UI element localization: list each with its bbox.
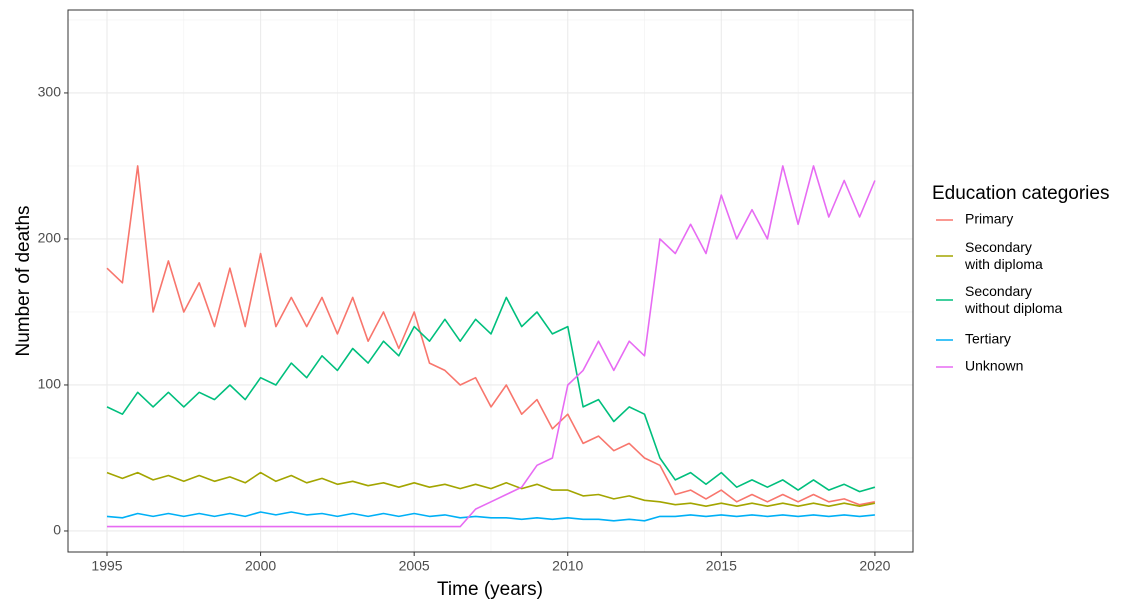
x-axis-label: Time (years) [437,579,543,600]
legend-title: Education categories [932,183,1109,204]
y-tick-label: 200 [38,230,62,246]
y-axis-label: Number of deaths [13,205,34,356]
series-line [107,165,876,528]
y-tick-label: 0 [53,522,61,538]
y-tick-label: 300 [38,84,62,100]
series-line [106,165,876,506]
series-line [106,511,875,522]
plot-panel [68,10,913,552]
y-tick-label: 100 [38,376,62,392]
x-tick-label: 2010 [552,558,583,574]
series-line [106,296,876,493]
legend-label: Primary [965,211,1013,227]
legend-label: Secondary with diploma [964,239,1043,272]
x-tick-label: 2005 [399,558,430,574]
plot-border [67,9,914,553]
legend-label: Unknown [965,358,1023,374]
x-tick-label: 2000 [245,558,276,574]
series-line [106,471,876,507]
x-tick-label: 2015 [706,558,737,574]
x-tick-label: 2020 [859,558,890,574]
legend-label: Tertiary [965,331,1011,347]
legend-label: Secondary without diploma [964,283,1062,316]
x-tick-label: 1995 [91,558,122,574]
